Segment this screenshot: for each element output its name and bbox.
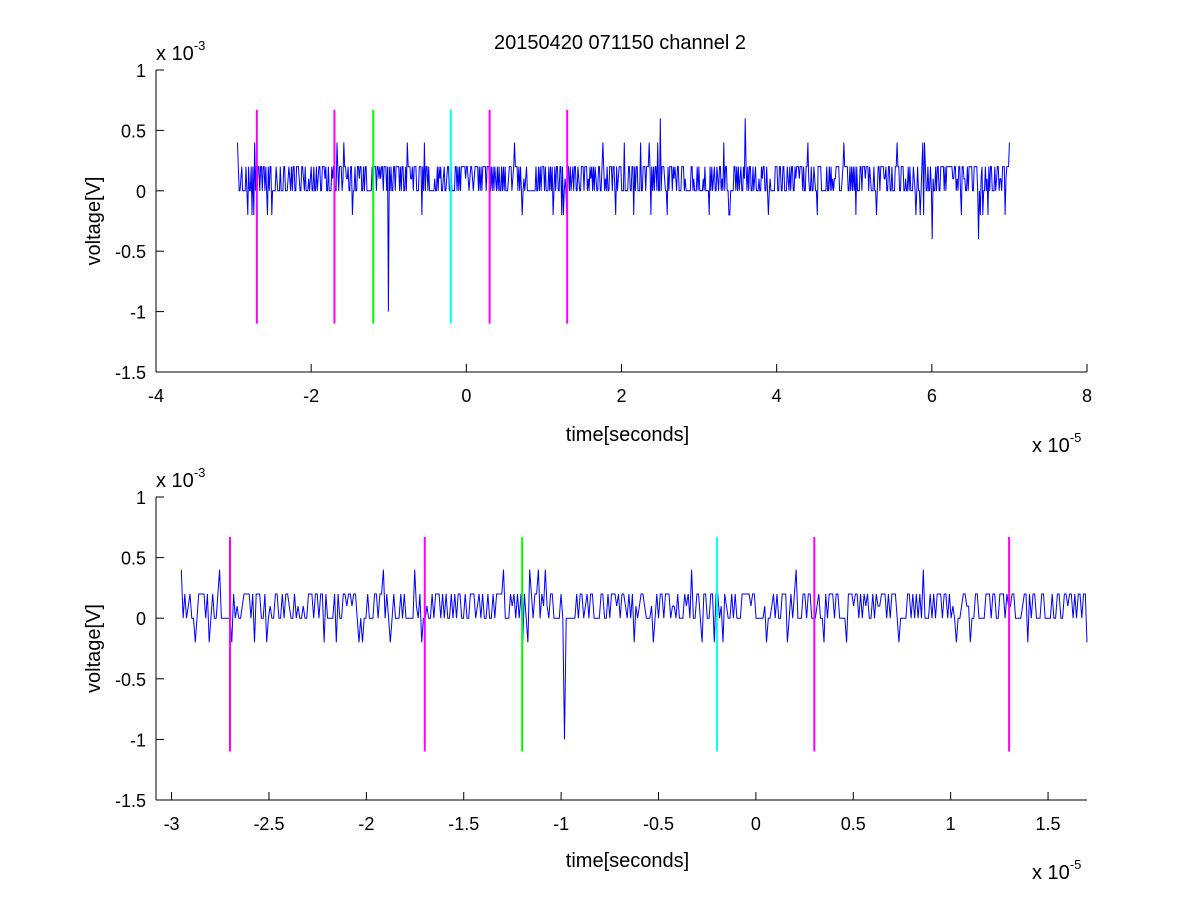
y-tick-label: 0.5	[121, 549, 146, 569]
x-axis-label: time[seconds]	[566, 850, 689, 872]
x-tick-label: 4	[772, 386, 782, 406]
x-tick-label: 0	[461, 386, 471, 406]
y-tick-label: -1.5	[115, 791, 146, 811]
x-tick-label: 6	[927, 386, 937, 406]
y-tick-label: 0	[136, 182, 146, 202]
y-tick-label: 1	[136, 61, 146, 81]
y-exponent-label: x 10-3	[156, 38, 205, 65]
y-axis-label: voltage[V]	[83, 177, 105, 266]
y-axis-label: voltage[V]	[83, 604, 105, 693]
y-tick-label: 0.5	[121, 121, 146, 141]
bottom-plot: -3 -2.5 -2 -1.5 -1 -0.5 0 0.5 1 1.5 1 0.5 0 -0.5 -1 -1.…	[83, 465, 1088, 884]
x-tick-label: -4	[148, 386, 164, 406]
signal-trace	[180, 569, 1088, 740]
y-exponent-label: x 10-3	[156, 465, 205, 492]
y-tick-label: -1.5	[115, 363, 146, 383]
x-tick-label: -2	[303, 386, 319, 406]
chart-title: 20150420 071150 channel 2	[494, 32, 746, 54]
x-tick-label: 2	[616, 386, 626, 406]
x-tick-label: -0.5	[643, 814, 674, 834]
x-tick-label: 1	[946, 814, 956, 834]
x-tick-label: 0.5	[841, 814, 866, 834]
y-tick-label: -1	[130, 730, 146, 750]
y-tick-label: -0.5	[115, 670, 146, 690]
top-plot: -4 -2 0 2 4 6 8 1 0.5 0 -0.5 -1 -1.5 time[seconds] vol…	[83, 38, 1092, 457]
x-tick-label: 1.5	[1036, 814, 1061, 834]
x-exponent-label: x 10-5	[1032, 857, 1081, 884]
y-tick-label: -0.5	[115, 242, 146, 262]
x-tick-label: -2.5	[253, 814, 284, 834]
y-tick-label: -1	[130, 303, 146, 323]
x-tick-label: 0	[751, 814, 761, 834]
x-exponent-label: x 10-5	[1032, 430, 1081, 457]
x-axis-label: time[seconds]	[566, 424, 689, 446]
y-tick-label: 1	[136, 488, 146, 508]
y-tick-label: 0	[136, 609, 146, 629]
x-tick-label: -3	[164, 814, 180, 834]
x-tick-label: -1	[553, 814, 569, 834]
signal-trace	[237, 118, 1010, 312]
x-tick-label: -2	[358, 814, 374, 834]
x-tick-label: 8	[1082, 386, 1092, 406]
x-tick-label: -1.5	[448, 814, 479, 834]
